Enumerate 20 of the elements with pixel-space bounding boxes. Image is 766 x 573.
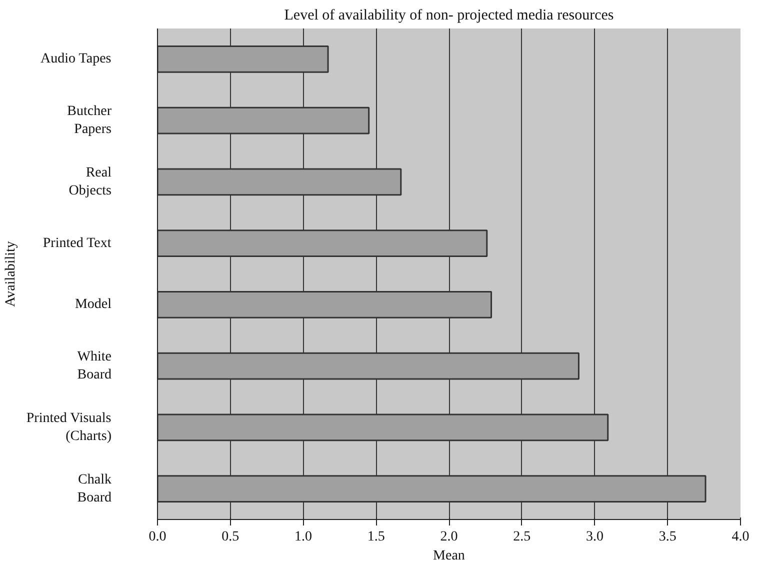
y-tick-label: Butcher Papers <box>67 104 112 138</box>
x-tick-label: 1.0 <box>294 530 312 544</box>
y-tick-label: Printed Text <box>42 236 112 251</box>
y-tick-label: Printed Visuals (Charts) <box>26 410 112 444</box>
x-tick-label: 0.0 <box>148 530 166 544</box>
y-tick-label: White Board <box>77 350 112 383</box>
chart-title: Level of availability of non- projected media resources <box>284 8 614 24</box>
x-tick-label: 2.5 <box>513 530 531 544</box>
x-tick-label: 0.5 <box>222 530 240 544</box>
y-tick-label: Model <box>74 297 112 312</box>
y-axis-title: Availability <box>3 241 18 307</box>
x-tick-label: 3.5 <box>658 530 676 544</box>
x-axis-title: Mean <box>433 548 465 564</box>
x-tick-label: 4.0 <box>732 530 750 544</box>
y-tick-label: Audio Tapes <box>40 52 112 67</box>
x-tick-label: 1.5 <box>367 530 385 544</box>
y-tick-label: Chalk Board <box>77 472 112 506</box>
x-tick-label: 3.0 <box>586 530 604 544</box>
x-tick-label: 2.0 <box>440 530 458 544</box>
y-tick-label: Real Objects <box>68 165 112 198</box>
